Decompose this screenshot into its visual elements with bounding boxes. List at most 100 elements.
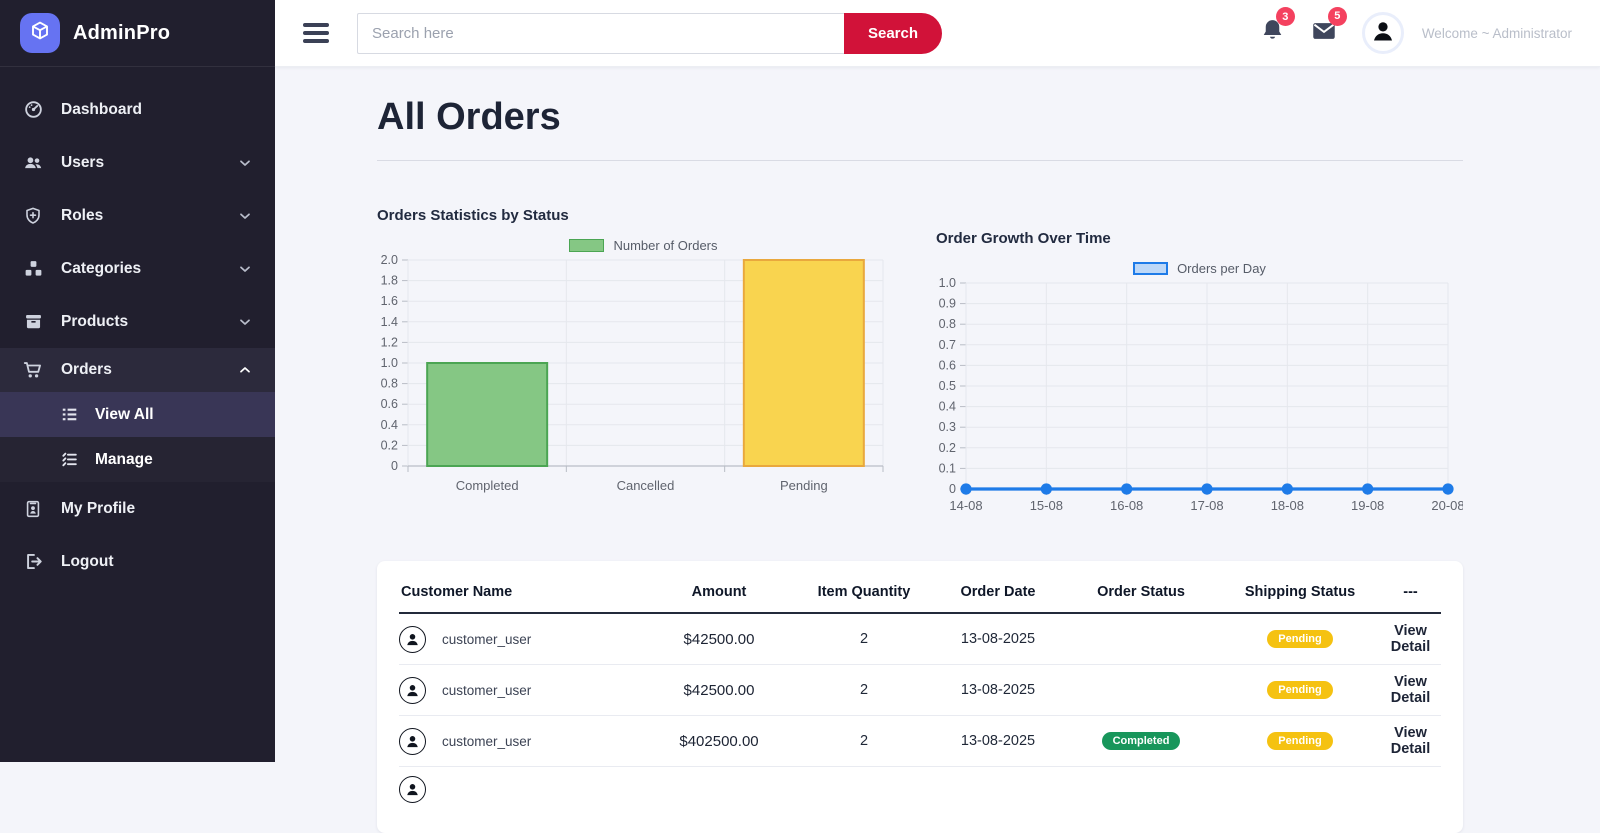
- hamburger-menu-icon[interactable]: [303, 23, 329, 43]
- brand: AdminPro: [0, 0, 275, 67]
- svg-text:0.3: 0.3: [939, 420, 956, 434]
- person-icon: [1368, 16, 1398, 51]
- sidebar-subitem-view-all[interactable]: View All: [0, 392, 275, 437]
- messages-count-badge: 5: [1328, 7, 1347, 26]
- column-header: Customer Name: [399, 578, 644, 613]
- sidebar-item-my-profile[interactable]: My Profile: [0, 482, 275, 535]
- sidebar-subitem-label: Manage: [95, 451, 153, 469]
- svg-text:1.2: 1.2: [381, 335, 398, 349]
- customer-name: customer_user: [442, 683, 531, 698]
- topbar-right: 3 5 Welcome ~ Administrator: [1259, 12, 1572, 54]
- svg-text:1.0: 1.0: [939, 277, 956, 290]
- customer-avatar-icon: [399, 677, 426, 704]
- svg-text:0.8: 0.8: [939, 317, 956, 331]
- order-amount: $42500.00: [644, 613, 794, 665]
- main-content: All Orders Orders Statistics by Status N…: [377, 67, 1463, 833]
- sidebar-item-label: Orders: [61, 361, 112, 379]
- bar-legend-swatch: [569, 239, 604, 252]
- sidebar-item-users[interactable]: Users: [0, 136, 275, 189]
- order-date: 13-08-2025: [934, 613, 1062, 665]
- order-date: 13-08-2025: [934, 716, 1062, 767]
- sidebar-subitem-manage[interactable]: Manage: [0, 437, 275, 482]
- svg-text:16-08: 16-08: [1110, 498, 1143, 513]
- shipping-status-badge: Pending: [1267, 630, 1332, 648]
- svg-text:18-08: 18-08: [1271, 498, 1304, 513]
- messages[interactable]: 5: [1310, 17, 1338, 50]
- bar-chart-legend: Number of Orders: [377, 238, 910, 252]
- sidebar-item-orders[interactable]: Orders: [0, 348, 275, 392]
- svg-text:0.2: 0.2: [939, 441, 956, 455]
- chevron-down-icon: [237, 314, 253, 330]
- order-status-cell: [1062, 613, 1220, 665]
- sidebar-item-label: Products: [61, 313, 128, 331]
- notifications-count-badge: 3: [1276, 7, 1295, 26]
- view-detail-link[interactable]: View Detail: [1391, 674, 1431, 706]
- order-amount: $402500.00: [644, 716, 794, 767]
- svg-text:1.6: 1.6: [381, 294, 398, 308]
- column-header: Amount: [644, 578, 794, 613]
- welcome-text: Welcome ~ Administrator: [1422, 26, 1572, 41]
- charts-row: Orders Statistics by Status Number of Or…: [377, 207, 1463, 517]
- sidebar-item-label: Dashboard: [61, 101, 142, 119]
- title-divider: [377, 160, 1463, 161]
- topbar: Search 3 5 Welcome ~ Administrator: [275, 0, 1600, 67]
- svg-text:1.0: 1.0: [381, 356, 398, 370]
- svg-text:0.4: 0.4: [939, 400, 956, 414]
- bar-chart-svg: 00.20.40.60.81.01.21.41.61.82.0Completed…: [377, 254, 910, 500]
- users-icon: [22, 152, 44, 174]
- svg-text:0: 0: [391, 459, 398, 473]
- customer-name: customer_user: [442, 632, 531, 647]
- app-title: AdminPro: [73, 22, 170, 45]
- order-status-cell: [1062, 665, 1220, 716]
- column-header: Order Status: [1062, 578, 1220, 613]
- tasks-icon: [60, 450, 80, 470]
- order-status-badge: Completed: [1102, 732, 1181, 750]
- shipping-status-cell: Pending: [1220, 665, 1380, 716]
- item-quantity: 2: [794, 613, 934, 665]
- svg-text:17-08: 17-08: [1190, 498, 1223, 513]
- sidebar-item-roles[interactable]: Roles: [0, 189, 275, 242]
- svg-text:Completed: Completed: [456, 478, 519, 493]
- svg-text:0.9: 0.9: [939, 297, 956, 311]
- svg-text:20-08: 20-08: [1431, 498, 1463, 513]
- bar-legend-label: Number of Orders: [613, 238, 717, 253]
- search-button[interactable]: Search: [844, 13, 942, 54]
- sidebar-item-categories[interactable]: Categories: [0, 242, 275, 295]
- sidebar-item-logout[interactable]: Logout: [0, 535, 275, 588]
- cube-icon: [28, 19, 52, 48]
- order-status-cell: Completed: [1062, 716, 1220, 767]
- chevron-down-icon: [237, 155, 253, 171]
- user-avatar[interactable]: [1362, 12, 1404, 54]
- search-input[interactable]: [357, 13, 844, 54]
- line-legend-label: Orders per Day: [1177, 261, 1266, 276]
- customer-avatar-icon: [399, 728, 426, 755]
- chevron-down-icon: [237, 208, 253, 224]
- shield-icon: [22, 205, 44, 227]
- svg-text:1.8: 1.8: [381, 274, 398, 288]
- customer-avatar-icon: [399, 776, 426, 803]
- search-form: Search: [357, 13, 942, 54]
- svg-text:14-08: 14-08: [949, 498, 982, 513]
- order-date: 13-08-2025: [934, 665, 1062, 716]
- item-quantity: 2: [794, 716, 934, 767]
- sidebar-item-label: My Profile: [61, 500, 135, 518]
- view-detail-link[interactable]: View Detail: [1391, 623, 1431, 655]
- notifications-bell[interactable]: 3: [1259, 17, 1286, 49]
- line-chart-legend: Orders per Day: [936, 261, 1463, 275]
- view-detail-link[interactable]: View Detail: [1391, 725, 1431, 757]
- svg-text:Pending: Pending: [780, 478, 828, 493]
- sidebar-item-products[interactable]: Products: [0, 295, 275, 348]
- customer-avatar-icon: [399, 626, 426, 653]
- sidebar: AdminPro Dashboard Users Roles: [0, 0, 275, 762]
- column-header: ---: [1380, 578, 1441, 613]
- svg-text:2.0: 2.0: [381, 254, 398, 267]
- id-card-icon: [22, 498, 44, 520]
- svg-text:15-08: 15-08: [1030, 498, 1063, 513]
- sidebar-item-dashboard[interactable]: Dashboard: [0, 83, 275, 136]
